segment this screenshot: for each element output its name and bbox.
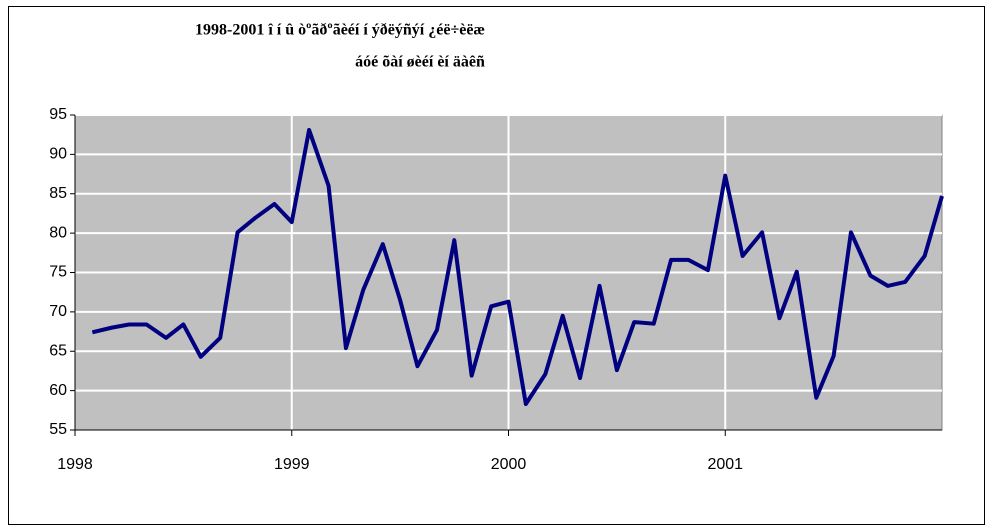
x-tick-label: 1998 [57,456,93,473]
x-tick-label: 2000 [491,456,527,473]
chart-subtitle: áóé õàí øèéí èí äàêñ [355,54,485,71]
y-tick-label: 55 [49,421,67,438]
y-tick-label: 75 [49,264,67,281]
y-tick-label: 65 [49,342,67,359]
y-tick-label: 95 [49,106,67,123]
chart-title: 1998-2001 î í û òºãðºãèéí í ýðëýñýí ¿éë÷… [195,22,485,39]
y-tick-label: 80 [49,224,67,241]
y-tick-label: 90 [49,146,67,163]
data-line [91,127,944,407]
x-tick-label: 1999 [274,456,310,473]
y-tick-label: 60 [49,382,67,399]
y-tick-label: 85 [49,185,67,202]
x-tick-label: 2001 [707,456,743,473]
y-tick-label: 70 [49,303,67,320]
